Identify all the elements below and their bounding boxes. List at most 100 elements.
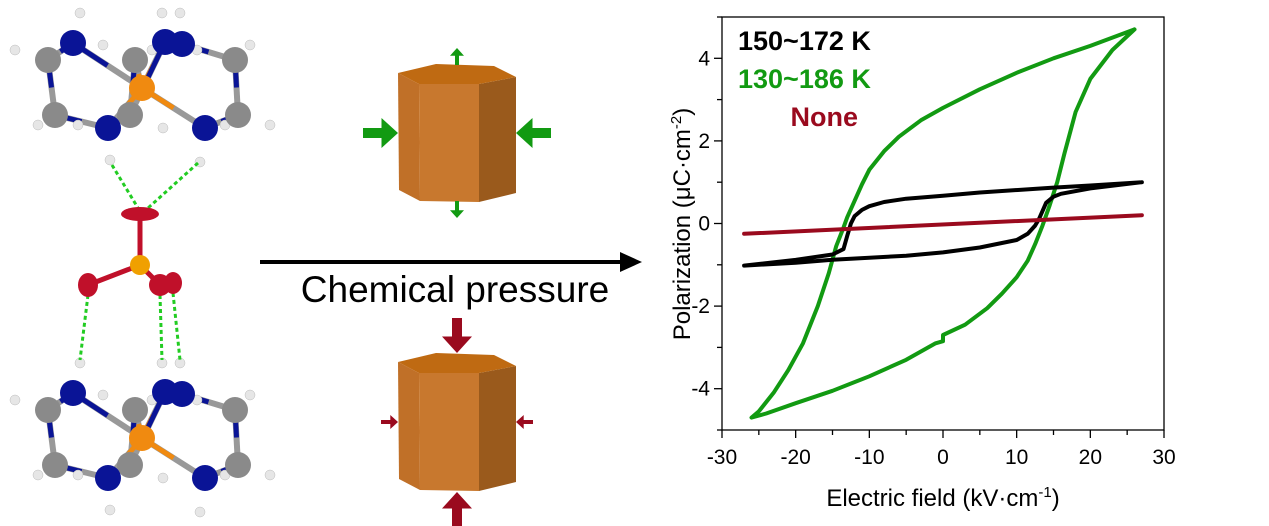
chemical-pressure-label: Chemical pressure — [301, 269, 609, 310]
x-tick-label: -20 — [780, 446, 810, 469]
hydrogen-bond — [146, 161, 200, 210]
hydrogen-atom — [194, 506, 206, 518]
carbon-atom — [35, 47, 61, 73]
nitrogen-atom — [192, 115, 218, 141]
prism-top-face — [398, 353, 516, 373]
hydrogen-bonds — [78, 161, 200, 361]
pressure-diagram: Chemical pressure — [260, 48, 642, 526]
phosphorus-atom — [129, 425, 155, 451]
hydrogen-bond — [158, 294, 164, 361]
cation — [9, 7, 276, 168]
arrow-icon — [450, 48, 464, 65]
x-tick-label: 10 — [1005, 446, 1028, 469]
prism-top-face — [398, 64, 516, 84]
hydrogen-atom — [244, 39, 256, 51]
series-line-150-172-K — [742, 180, 1144, 268]
x-tick-label: 30 — [1152, 446, 1175, 469]
y-tick-label: 2 — [698, 130, 710, 153]
legend-130-186K: 130~186 K — [738, 64, 871, 94]
x-axis-label: Electric field (kV·cm-1) — [826, 484, 1059, 512]
hydrogen-bond — [110, 164, 140, 209]
oxygen-atom — [121, 207, 159, 221]
series-lines — [742, 27, 1144, 420]
nitrogen-atom — [192, 465, 218, 491]
nitrogen-atom — [60, 380, 86, 406]
prism-right-face — [479, 366, 516, 491]
arrow-icon — [442, 318, 472, 353]
arrow-icon — [516, 118, 551, 148]
sulfur-atom — [130, 255, 150, 275]
nitrogen-atom — [169, 381, 195, 407]
pressure-arrows — [363, 48, 551, 526]
prism-compressed — [398, 353, 516, 491]
y-tick-label: -4 — [691, 378, 710, 401]
hydrogen-atom — [32, 469, 44, 481]
carbon-atom — [222, 397, 248, 423]
arrow-icon — [516, 415, 533, 429]
carbon-atom — [117, 102, 143, 128]
cation — [9, 357, 276, 518]
hydrogen-atom — [9, 44, 21, 56]
carbon-atom — [122, 397, 148, 423]
carbon-atom — [122, 47, 148, 73]
nitrogen-atom — [60, 30, 86, 56]
hydrogen-bond — [171, 292, 182, 361]
x-tick-label: -30 — [707, 446, 737, 469]
arrow-icon — [442, 492, 472, 526]
hydrogen-atom — [104, 504, 116, 516]
x-tick-label: 20 — [1079, 446, 1102, 469]
hydrogen-atom — [104, 154, 116, 166]
prism-front-face — [419, 373, 479, 491]
prism-left-face — [398, 73, 420, 201]
carbon-atom — [222, 47, 248, 73]
oxygen-atom — [78, 273, 98, 297]
prism-left-face — [398, 362, 420, 490]
hydrogen-atom — [174, 7, 186, 19]
oxygen-atom — [164, 272, 182, 294]
hydrogen-atom — [32, 119, 44, 131]
prism-front-face — [419, 84, 479, 202]
prism-expanded — [398, 64, 516, 202]
series-line-None — [742, 213, 1144, 236]
hydrogen-atom — [72, 469, 84, 481]
crystal-structure-molecule — [9, 7, 276, 518]
x-tick-label: -10 — [854, 446, 884, 469]
arrow-icon — [450, 201, 464, 218]
y-axis-label: Polarization (μC·cm-2) — [668, 108, 696, 341]
phosphorus-atom — [129, 75, 155, 101]
carbon-atom — [42, 102, 68, 128]
legend-150-172K: 150~172 K — [738, 26, 871, 56]
arrow-icon — [381, 415, 398, 429]
nitrogen-atom — [95, 115, 121, 141]
carbon-atom — [117, 452, 143, 478]
hydrogen-atom — [157, 122, 169, 134]
carbon-atom — [42, 452, 68, 478]
prism-right-face — [479, 77, 516, 202]
carbon-atom — [225, 452, 251, 478]
hydrogen-atom — [74, 7, 86, 19]
series-line-130-186-K — [749, 27, 1137, 420]
x-tick-label: 0 — [937, 446, 949, 469]
y-tick-label: 4 — [698, 47, 710, 70]
arrow-icon — [363, 118, 398, 148]
hydrogen-bond — [78, 294, 90, 361]
y-tick-label: -2 — [691, 295, 710, 318]
carbon-atom — [35, 397, 61, 423]
hydrogen-atom — [72, 119, 84, 131]
nitrogen-atom — [95, 465, 121, 491]
chemical-pressure-arrow — [260, 252, 642, 272]
hydrogen-atom — [9, 394, 21, 406]
nitrogen-atom — [169, 31, 195, 57]
hydrogen-atom — [156, 7, 168, 19]
carbon-atom — [225, 102, 251, 128]
legend-none: None — [791, 102, 859, 132]
anion — [78, 207, 182, 297]
hydrogen-atom — [244, 389, 256, 401]
hydrogen-atom — [264, 119, 276, 131]
hydrogen-atom — [157, 472, 169, 484]
hydrogen-atom — [97, 389, 109, 401]
hydrogen-atom — [97, 39, 109, 51]
